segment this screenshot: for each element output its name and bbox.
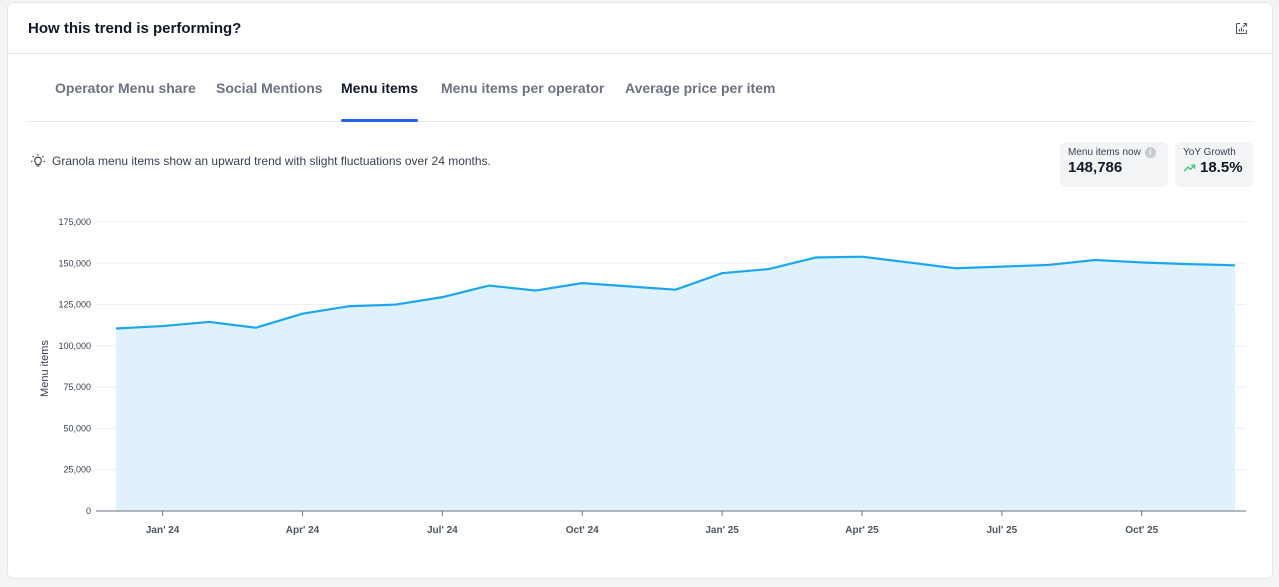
y-tick-label: 25,000 (63, 465, 91, 475)
chart-export-icon[interactable] (1230, 17, 1252, 39)
series-area (116, 256, 1235, 511)
tab-menu-items[interactable]: Menu items (341, 55, 419, 122)
trend-up-icon (1183, 164, 1196, 172)
trend-performance-card: How this trend is performing? Operator M… (7, 2, 1273, 579)
y-tick-label: 175,000 (58, 217, 91, 227)
y-tick-label: 75,000 (63, 382, 91, 392)
y-tick-label: 150,000 (58, 258, 91, 268)
y-tick-label: 0 (86, 506, 91, 516)
lightbulb-icon (31, 154, 45, 167)
tab-operator-menu-share[interactable]: Operator Menu share (55, 80, 196, 96)
card-title: How this trend is performing? (28, 19, 242, 37)
tab-average-price-per-item[interactable]: Average price per item (625, 80, 776, 96)
x-tick-label: Oct' 25 (1125, 525, 1158, 536)
series-line (115, 255, 1236, 330)
info-icon[interactable]: i (1144, 147, 1156, 158)
x-tick-label: Oct' 24 (566, 525, 599, 536)
tab-menu-items-per-operator[interactable]: Menu items per operator (441, 80, 605, 96)
metric-tabs: Operator Menu share Social Mentions Menu… (28, 55, 1252, 122)
y-axis-label: Menu items (39, 340, 51, 397)
y-tick-label: 50,000 (63, 423, 91, 433)
stat-label-yoy-growth: YoY Growth (1183, 147, 1236, 158)
x-tick-label: Jul' 24 (427, 525, 458, 536)
y-tick-label: 125,000 (58, 300, 91, 310)
x-tick-label: Jan' 25 (705, 525, 739, 536)
x-tick-label: Jul' 25 (987, 525, 1018, 536)
tab-social-mentions[interactable]: Social Mentions (216, 80, 323, 96)
insight-text: Granola menu items show an upward trend … (52, 154, 491, 168)
y-tick-label: 100,000 (58, 341, 91, 351)
x-tick-label: Apr' 25 (845, 525, 879, 536)
stat-label-menu-items-now: Menu items now (1068, 147, 1141, 158)
stat-menu-items-now: Menu items now i 148,786 (1060, 142, 1168, 187)
insight-row: Granola menu items show an upward trend … (30, 153, 491, 169)
x-tick-label: Jan' 24 (146, 525, 180, 536)
stat-value-menu-items-now: 148,786 (1068, 159, 1123, 176)
x-tick-label: Apr' 24 (286, 525, 320, 536)
stat-yoy-growth: YoY Growth 18.5% (1175, 142, 1253, 187)
card-header: How this trend is performing? (8, 3, 1272, 54)
stat-value-yoy-growth: 18.5% (1200, 159, 1243, 176)
